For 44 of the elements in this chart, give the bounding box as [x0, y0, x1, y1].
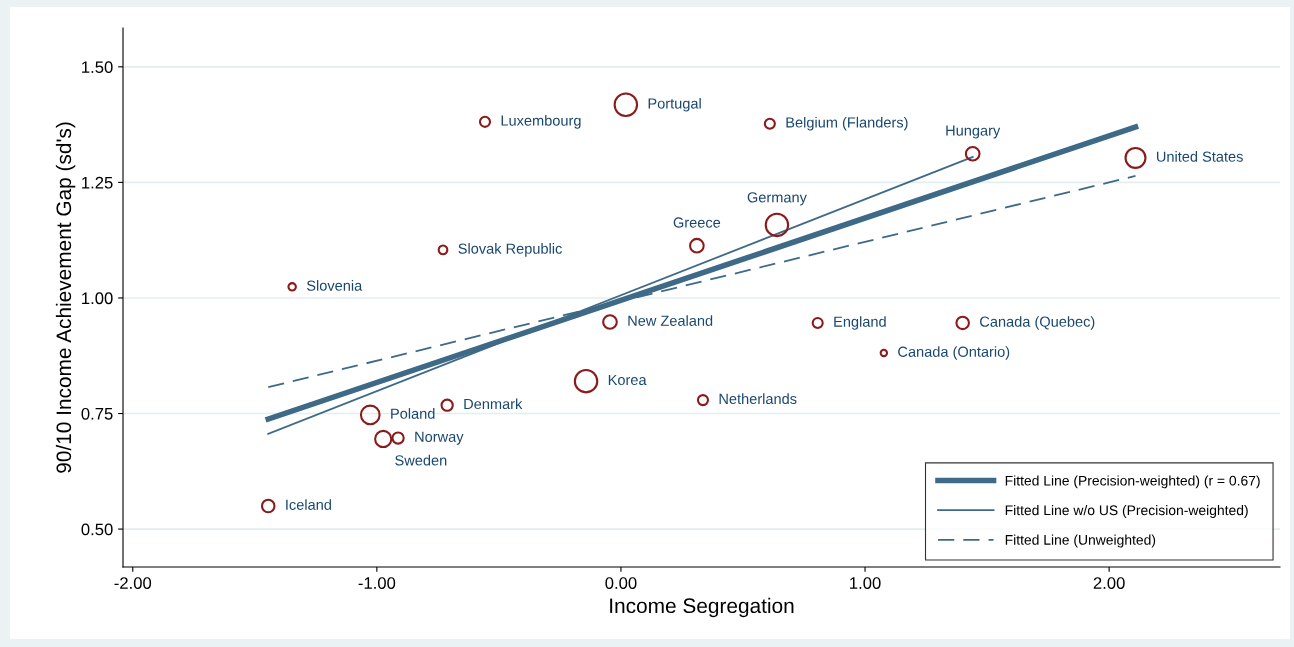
point [260, 498, 276, 514]
annotation: Iceland [286, 499, 331, 510]
annotation: Korea [608, 374, 647, 386]
annotation: Hungary [946, 125, 1001, 139]
annotation: Germany [747, 192, 807, 206]
legend-label: Fitted Line w/o US (Precision-weighted) [1005, 504, 1248, 518]
annotation: Slovak Republic [458, 243, 562, 257]
annotation: Netherlands [719, 393, 797, 405]
y-tick-label: 1.00 [82, 292, 113, 305]
y-tick-label: 0.75 [81, 407, 113, 420]
point [440, 398, 454, 412]
x-tick-label: 0.00 [605, 577, 637, 589]
point [955, 315, 970, 331]
annotation: Sweden [395, 454, 447, 466]
legend-label: Fitted Line (Precision-weighted) (r = 0.67) [1005, 475, 1260, 489]
legend-label: Fitted Line (Unweighted) [1005, 534, 1156, 548]
annotation: Belgium (Flanders) [786, 116, 908, 131]
y-axis-title: 90/10 Income Achievement Gap (sd's) [55, 122, 76, 473]
annotation: Canada (Quebec) [980, 316, 1095, 330]
x-tick-label: -2.00 [114, 577, 152, 589]
x-axis-title: Income Segregation [610, 597, 794, 618]
point [689, 237, 705, 254]
point [478, 115, 492, 128]
annotation: New Zealand [628, 315, 713, 326]
annotation: Greece [673, 217, 721, 228]
y-tick-label: 1.50 [82, 61, 113, 74]
point [696, 394, 710, 407]
annotation: Norway [415, 431, 464, 445]
annotation: Denmark [464, 398, 523, 410]
x-tick-label: -1.00 [358, 577, 396, 589]
y-tick-label: 1.25 [82, 176, 113, 189]
annotation: Luxembourg [501, 115, 581, 129]
point [964, 145, 981, 162]
annotation: Slovenia [306, 280, 363, 291]
y-tick-label: 0.50 [81, 523, 113, 536]
point [391, 431, 405, 445]
annotation: Portugal [648, 97, 701, 112]
x-tick-label: 2.00 [1093, 577, 1125, 589]
annotation: Poland [391, 408, 435, 419]
x-tick-label: 1.00 [850, 577, 881, 589]
annotation: England [834, 316, 886, 330]
point [602, 314, 618, 330]
annotation: United States [1156, 151, 1243, 162]
annotation: Canada (Ontario) [898, 346, 1010, 360]
